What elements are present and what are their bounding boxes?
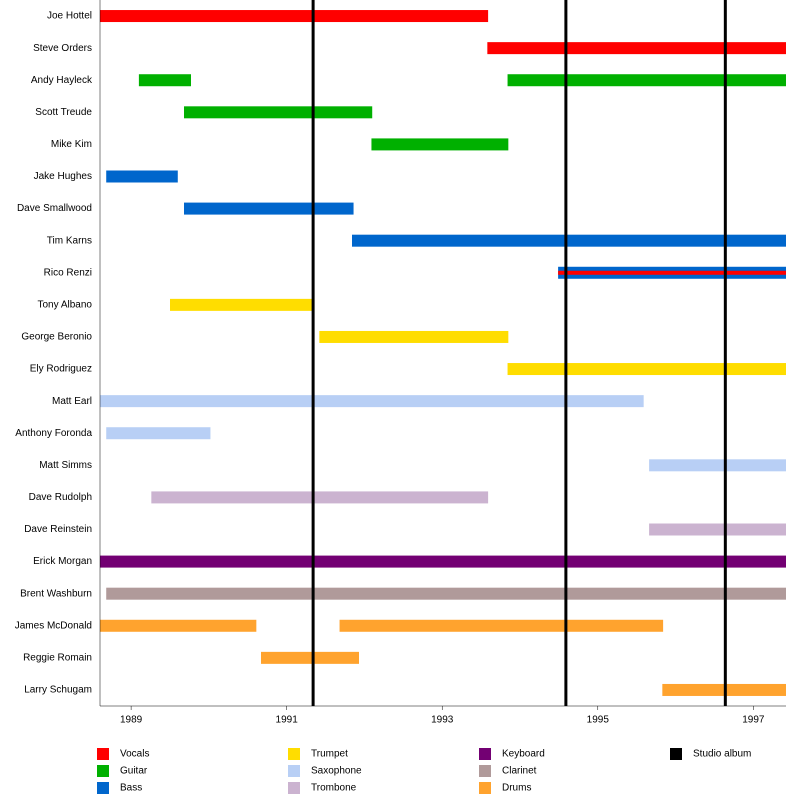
legend-swatch [288,748,300,760]
x-tick-label: 1993 [431,715,454,726]
legend-label: Keyboard [502,749,545,760]
member-bar [106,427,211,440]
member-label: Dave Reinstein [24,524,92,535]
legend-swatch [479,748,491,760]
member-label: Scott Treude [35,107,92,118]
legend-label: Trombone [311,783,357,794]
member-label: Anthony Foronda [15,428,92,439]
x-tick-label: 1989 [120,715,143,726]
member-label: Ely Rodriguez [30,364,92,375]
member-bar [184,106,373,119]
member-label: Mike Kim [51,139,92,150]
member-bar [649,523,786,536]
legend-label: Clarinet [502,766,537,777]
member-bar [352,234,786,247]
legend-label: Studio album [693,749,751,760]
member-label: Jake Hughes [34,171,92,182]
member-bar [100,395,644,408]
legend-swatch [288,782,300,794]
member-bar [184,202,354,215]
member-label: Tony Albano [38,300,93,311]
member-label: Tim Karns [47,235,92,246]
x-tick-label: 1997 [742,715,765,726]
member-bar [151,491,489,504]
legend-label: Drums [502,783,531,794]
member-bar [100,619,257,632]
member-bar [106,170,178,183]
member-label: Joe Hottel [47,11,92,22]
member-label: Matt Earl [52,396,92,407]
member-bar [106,587,786,600]
member-label: Reggie Romain [23,653,92,664]
member-label: Dave Rudolph [29,492,92,503]
member-label: Erick Morgan [33,556,92,567]
member-bar [507,74,786,87]
member-bar [100,555,786,568]
member-label: Rico Renzi [44,267,92,278]
member-bar [507,363,786,376]
legend-label: Bass [120,783,142,794]
member-bar [649,459,786,472]
legend-label: Guitar [120,766,148,777]
member-label: Larry Schugam [24,685,92,696]
member-bar [138,74,191,87]
member-label: James McDonald [15,620,92,631]
legend-swatch [479,782,491,794]
x-tick-label: 1991 [276,715,299,726]
member-label: Steve Orders [33,43,92,54]
member-bar [261,651,359,664]
legend-label: Vocals [120,749,149,760]
legend-swatch [97,748,109,760]
member-bar [487,42,786,55]
legend-swatch [288,765,300,777]
member-label: Andy Hayleck [31,75,93,86]
legend-swatch [670,748,682,760]
member-label: George Beronio [21,332,92,343]
member-label: Matt Simms [39,460,92,471]
legend-swatch [479,765,491,777]
legend-swatch [97,765,109,777]
member-bar [170,298,314,311]
member-bar [339,619,664,632]
legend-label: Saxophone [311,766,362,777]
member-label: Dave Smallwood [17,203,92,214]
member-bar [100,10,489,23]
member-bar [319,330,509,343]
legend-swatch [97,782,109,794]
legend-label: Trumpet [311,749,348,760]
member-bar [558,270,786,275]
member-bar [371,138,509,151]
member-label: Brent Washburn [20,588,92,599]
x-tick-label: 1995 [587,715,610,726]
